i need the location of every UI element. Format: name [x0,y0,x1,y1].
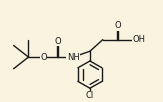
Text: OH: OH [133,35,146,44]
Text: O: O [40,53,47,62]
Text: NH: NH [67,53,79,62]
Text: O: O [55,37,61,46]
Text: Cl: Cl [86,91,94,100]
Text: O: O [114,22,121,30]
